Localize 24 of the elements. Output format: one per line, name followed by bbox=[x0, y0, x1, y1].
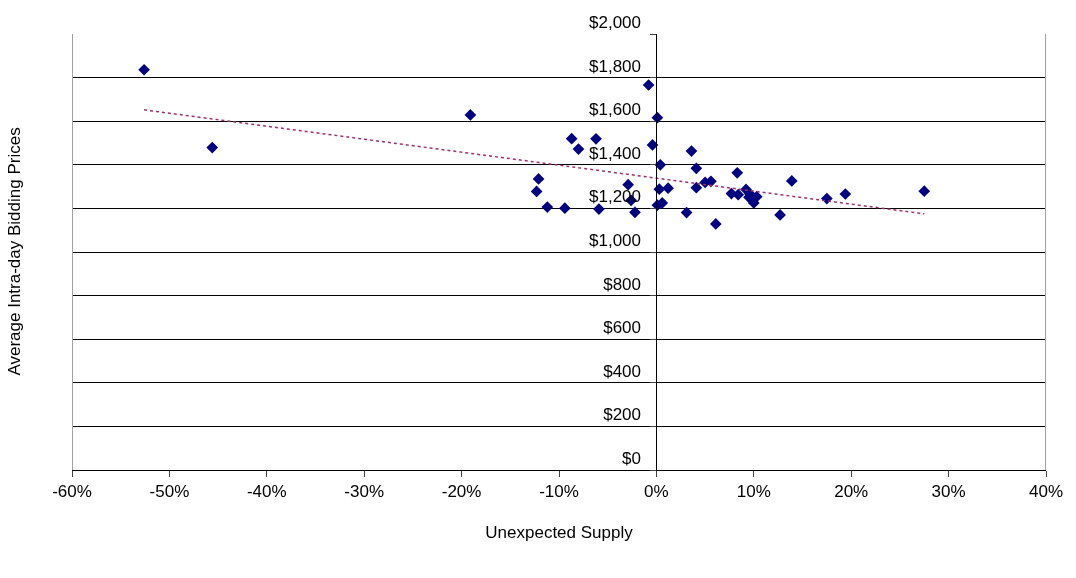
x-tick-label: 40% bbox=[1028, 482, 1064, 502]
x-tick-label: 10% bbox=[736, 482, 771, 502]
x-tick-label: -60% bbox=[52, 482, 92, 502]
x-tick-label: -30% bbox=[344, 482, 385, 502]
x-tick-label: 30% bbox=[931, 482, 966, 502]
y-tick-label: $1,200 bbox=[589, 187, 641, 207]
y-tick-label: $1,400 bbox=[589, 143, 641, 163]
y-tick-label: $1,800 bbox=[589, 56, 641, 76]
x-tick-label: -50% bbox=[149, 482, 190, 502]
y-tick-label: $400 bbox=[603, 361, 641, 381]
y-tick-label: $0 bbox=[622, 448, 641, 468]
x-tick-label: -10% bbox=[539, 482, 579, 502]
y-tick-label: $1,600 bbox=[589, 100, 641, 120]
y-tick-label: $800 bbox=[603, 274, 641, 294]
y-axis-title: Average Intra-day Bidding Prices bbox=[4, 127, 24, 376]
x-axis-title: Unexpected Supply bbox=[485, 522, 634, 542]
x-tick-label: -20% bbox=[441, 482, 482, 502]
y-tick-label: $200 bbox=[603, 405, 641, 425]
y-tick-label: $2,000 bbox=[589, 12, 641, 32]
x-tick-label: -40% bbox=[246, 482, 287, 502]
y-tick-label: $1,000 bbox=[589, 230, 641, 250]
x-tick-label: 0% bbox=[644, 482, 669, 502]
x-tick-label: 20% bbox=[834, 482, 869, 502]
y-tick-label: $600 bbox=[603, 318, 641, 338]
